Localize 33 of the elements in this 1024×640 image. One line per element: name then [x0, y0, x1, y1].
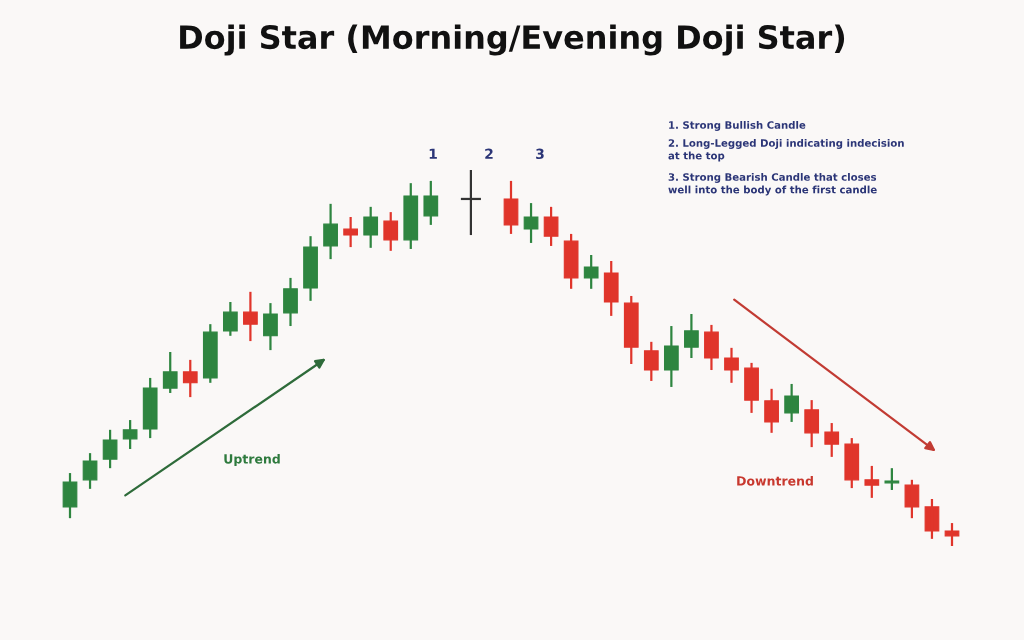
- annotation: Downtrend: [737, 475, 813, 486]
- candlestick: [523, 201, 539, 245]
- candlestick: [142, 376, 158, 440]
- candlestick: [102, 428, 118, 470]
- candlestick: [924, 497, 940, 540]
- chart-title: Doji Star (Morning/Evening Doji Star): [180, 24, 845, 56]
- annotation: 3. Strong Bearish Candle that closes well into the body of the first candle: [668, 173, 877, 196]
- candlestick: [403, 182, 419, 251]
- candlestick: [222, 300, 238, 337]
- candlestick: [383, 211, 399, 252]
- text: 1. Strong Bullish Candle: [669, 121, 806, 131]
- candlestick: [643, 340, 659, 383]
- candlestick: [162, 350, 178, 395]
- candlestick: [864, 464, 880, 499]
- text: 2. Long-Legged Doji indicating indecision at the top: [668, 139, 904, 162]
- candlestick: [563, 232, 579, 290]
- candlestick: [784, 382, 800, 424]
- text: 3: [536, 148, 544, 160]
- candlestick: [543, 205, 559, 248]
- candlestick: [603, 259, 619, 317]
- annotation: Uptrend: [224, 453, 280, 467]
- candlestick: [904, 478, 920, 520]
- candlestick: [663, 324, 679, 389]
- candlestick: [202, 323, 218, 384]
- candlestick: [583, 253, 599, 290]
- text: 2: [485, 148, 493, 159]
- candlestick: [363, 205, 379, 249]
- candlestick: [824, 421, 840, 458]
- candlestick: [343, 215, 359, 249]
- candlestick: [884, 467, 900, 492]
- candlestick: [423, 179, 439, 227]
- text: 1: [429, 148, 437, 159]
- candlestick: [623, 294, 639, 366]
